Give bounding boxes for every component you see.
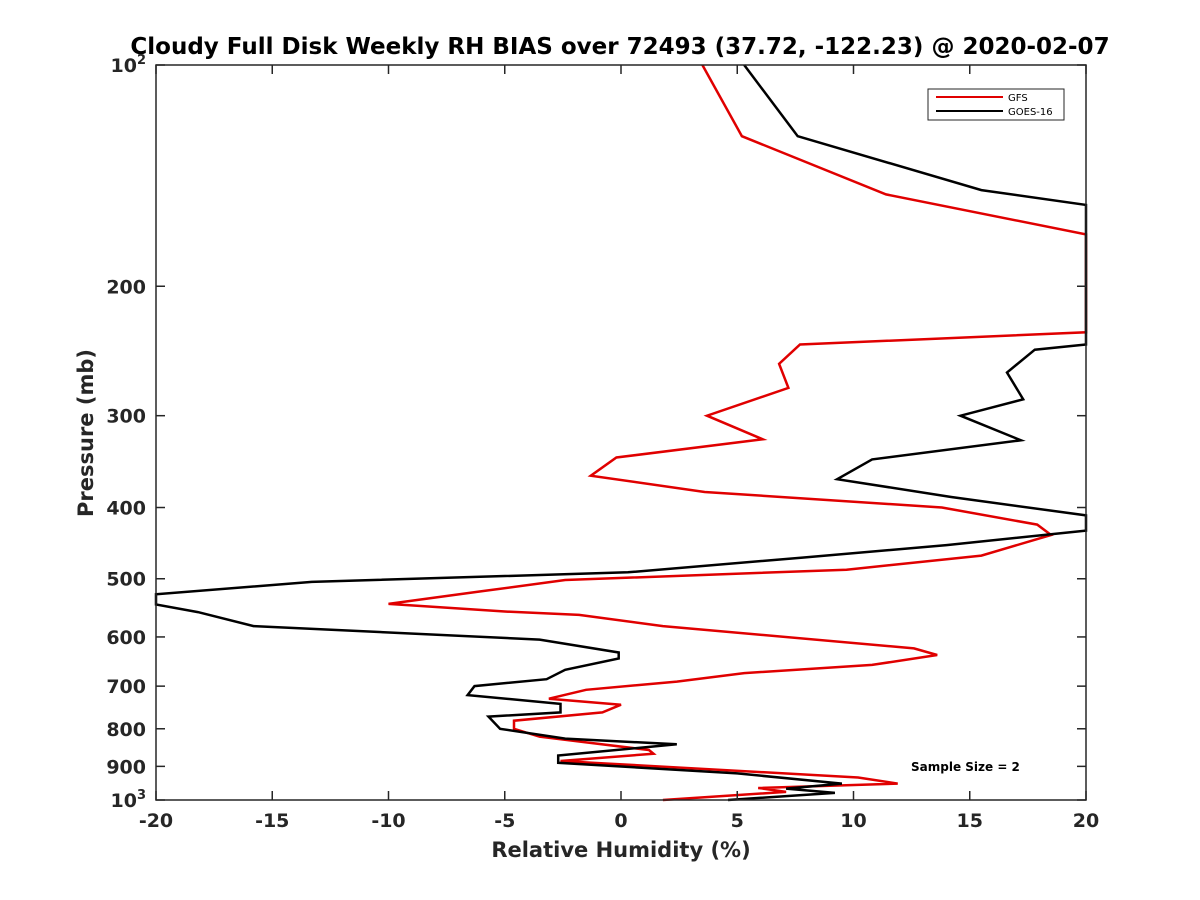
y-tick-label: 103: [111, 788, 147, 812]
series-line-goes-16: [154, 64, 1088, 802]
y-tick-label: 800: [106, 719, 146, 741]
x-axis: -20 -15 -10 -5 0 5 10 15 20: [139, 65, 1099, 832]
y-axis-label: Pressure (mb): [74, 349, 98, 517]
series-line-gfs: [388, 64, 1088, 802]
x-tick-label: 10: [840, 810, 866, 832]
x-axis-label: Relative Humidity (%): [491, 838, 750, 862]
x-tick-label: 5: [731, 810, 744, 832]
y-tick-label: 400: [106, 498, 146, 520]
y-tick-label: 900: [106, 756, 146, 778]
x-tick-label: 15: [957, 810, 983, 832]
x-tick-label: -5: [494, 810, 515, 832]
y-axis: 102 200 300 400 500 600 700 800 900 103: [106, 53, 1086, 812]
x-tick-label: -15: [255, 810, 289, 832]
legend: GFS GOES-16: [927, 88, 1065, 121]
y-tick-label: 700: [106, 676, 146, 698]
sample-size-annotation: Sample Size = 2: [911, 760, 1020, 774]
x-tick-label: -20: [139, 810, 173, 832]
x-tick-label: -10: [371, 810, 405, 832]
legend-label-gfs: GFS: [1008, 93, 1028, 104]
y-tick-label: 600: [106, 627, 146, 649]
y-tick-label: 102: [111, 53, 147, 77]
chart-title: Cloudy Full Disk Weekly RH BIAS over 724…: [130, 34, 1109, 60]
x-tick-label: 0: [614, 810, 627, 832]
legend-box: [927, 88, 1065, 121]
y-tick-label: 300: [106, 406, 146, 428]
legend-label-goes16: GOES-16: [1008, 107, 1053, 118]
series-layer: [154, 64, 1088, 802]
plot-area: -20 -15 -10 -5 0 5 10 15 20 102 200 300 400 500 600 70…: [106, 53, 1099, 832]
x-tick-label: 20: [1073, 810, 1099, 832]
y-tick-label: 200: [106, 276, 146, 298]
y-tick-label: 500: [106, 569, 146, 591]
